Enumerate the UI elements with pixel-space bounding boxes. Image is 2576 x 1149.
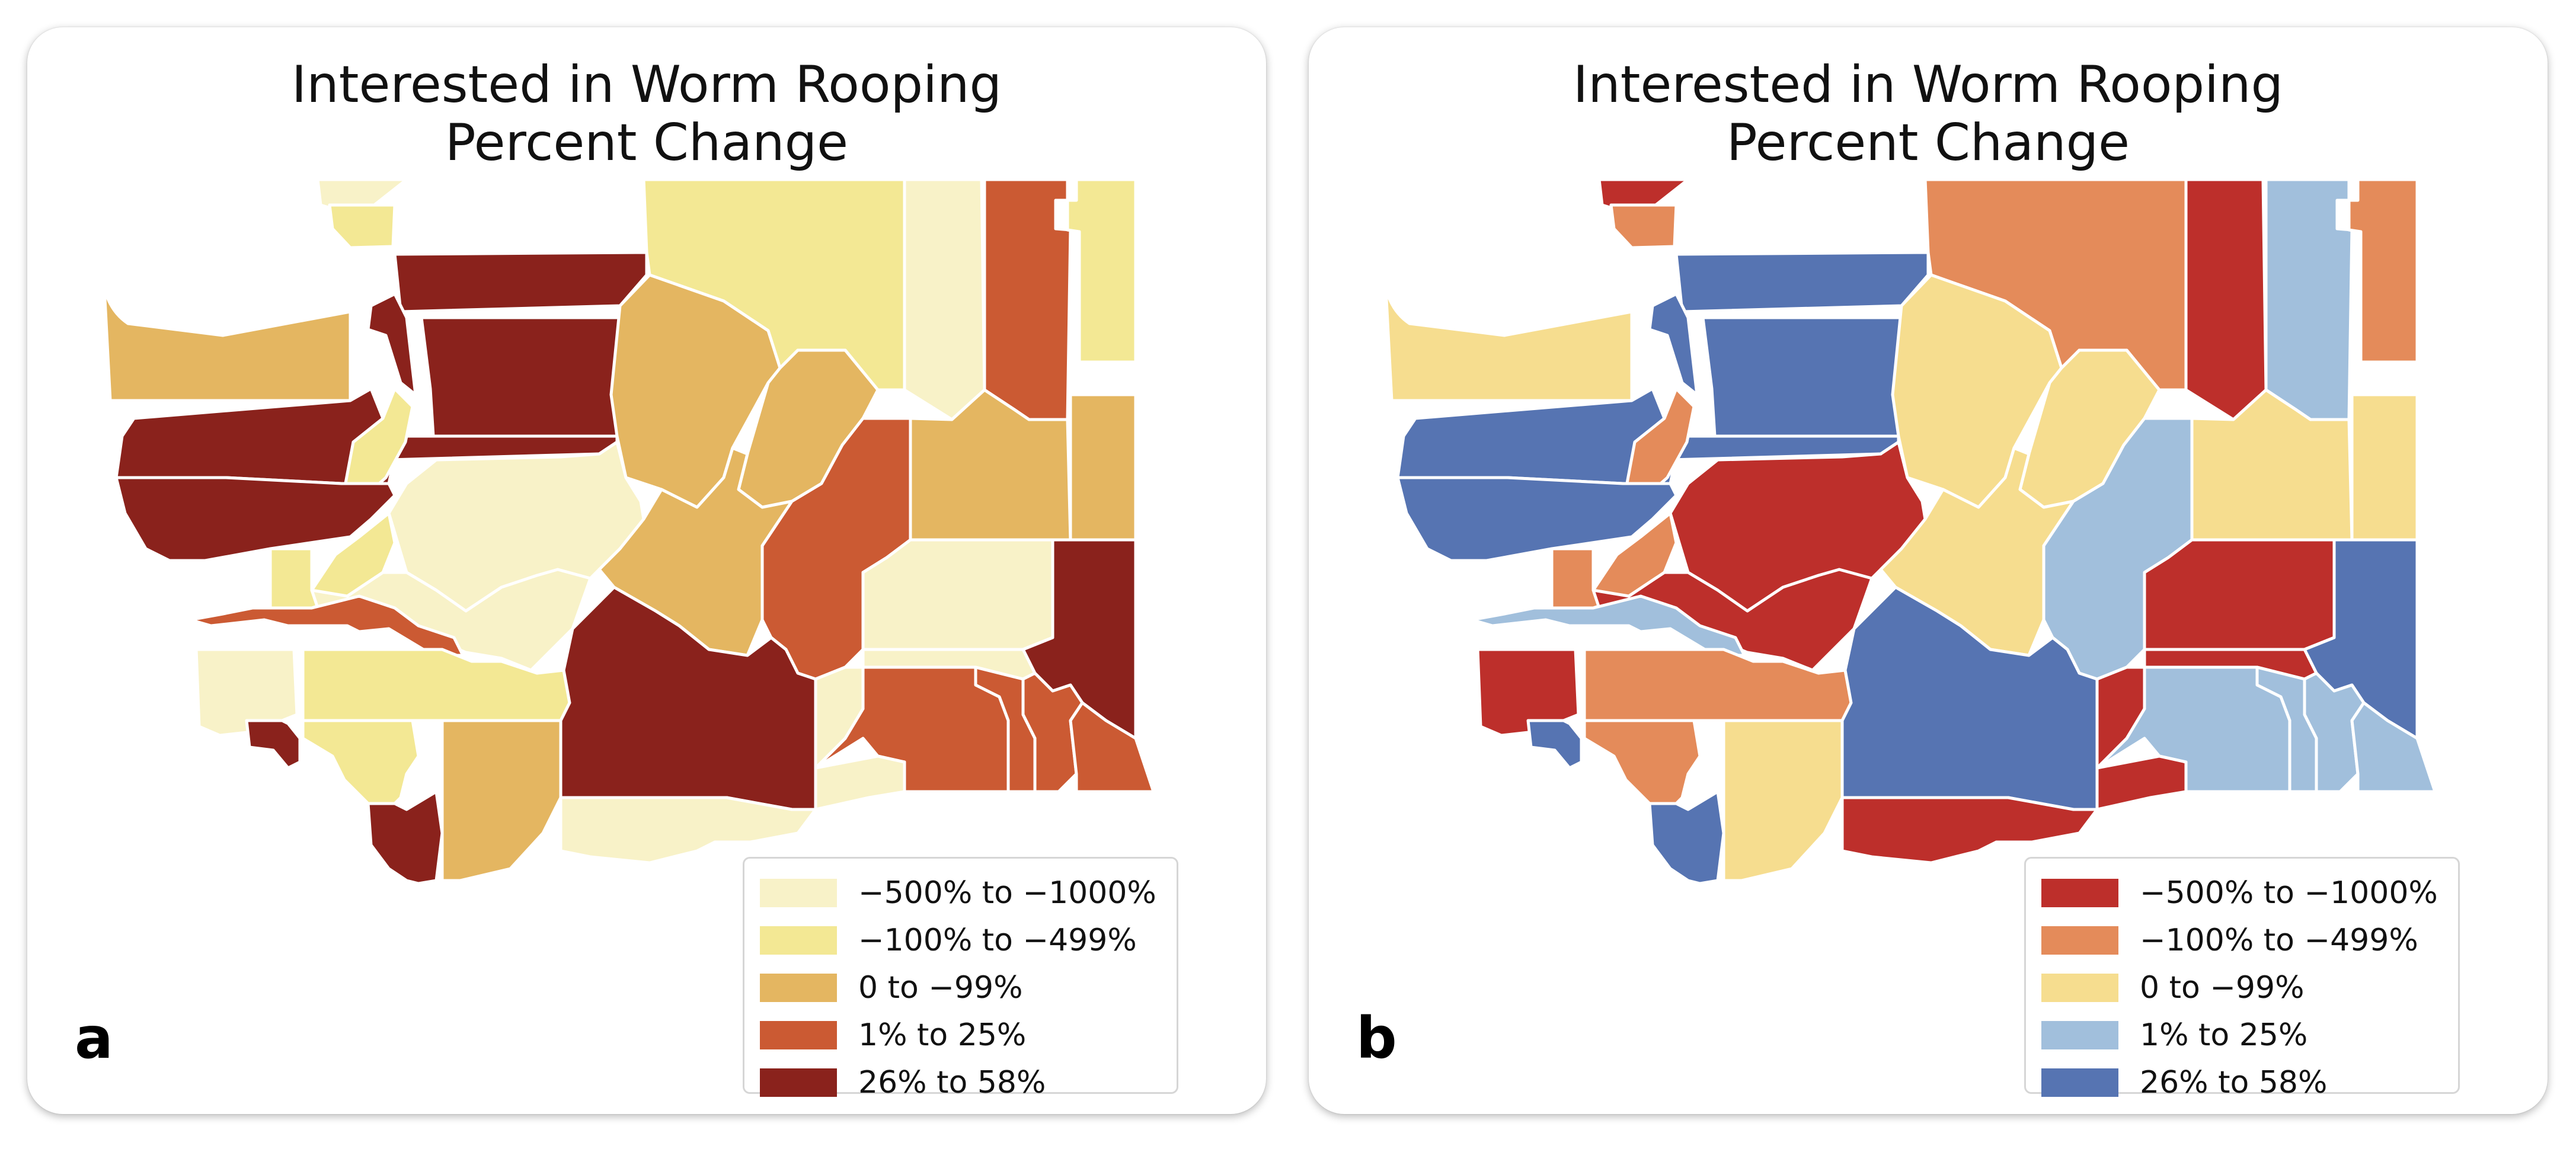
legend-label: −100% to −499% <box>2140 923 2418 958</box>
panel-label: a <box>75 1005 113 1071</box>
county-wahkiakum <box>245 719 302 770</box>
legend-label: 26% to 58% <box>2140 1065 2328 1100</box>
county-skagit <box>1701 316 1906 438</box>
county-adams <box>861 538 1054 651</box>
county-asotin <box>2350 701 2437 793</box>
county-cowlitz <box>301 719 420 805</box>
county-clark <box>366 790 444 885</box>
legend-label: 1% to 25% <box>858 1017 1027 1053</box>
county-pend-oreille <box>2347 178 2419 364</box>
county-stevens <box>2264 178 2354 421</box>
legend-swatch <box>2041 974 2118 1002</box>
county-island <box>366 292 417 396</box>
county-spokane <box>2350 393 2419 542</box>
legend-label: −500% to −1000% <box>2140 875 2438 911</box>
map-title: Interested in Worm Rooping Percent Chang… <box>27 56 1266 172</box>
county-skagit <box>420 316 625 438</box>
county-san-juan <box>1609 203 1678 249</box>
legend-entry: 26% to 58% <box>2041 1059 2458 1106</box>
map-title-line-1: Interested in Worm Rooping <box>291 55 1002 114</box>
legend-swatch <box>760 879 837 907</box>
legend-label: 0 to −99% <box>858 970 1023 1006</box>
county-clark <box>1648 790 1725 885</box>
legend-label: 1% to 25% <box>2140 1017 2308 1053</box>
legend-entry: 26% to 58% <box>760 1059 1177 1106</box>
legend-swatch <box>2041 1068 2118 1097</box>
legend-swatch <box>760 974 837 1002</box>
map-panel-b: Interested in Worm Rooping Percent Chang… <box>1309 27 2548 1114</box>
legend-swatch <box>2041 1021 2118 1049</box>
county-whatcom <box>1674 251 1930 313</box>
legend-entry: −100% to −499% <box>760 917 1177 964</box>
county-klickitat <box>559 796 817 865</box>
county-skamania <box>1722 719 1844 882</box>
legend-swatch <box>760 1068 837 1097</box>
county-klickitat <box>1840 796 2099 865</box>
map-title-line-2: Percent Change <box>1726 113 2130 172</box>
county-island <box>1648 292 1699 396</box>
county-thurston <box>1470 594 1746 657</box>
county-clallam <box>103 286 352 402</box>
legend-entry: −500% to −1000% <box>760 869 1177 917</box>
map-panel-a: Interested in Worm Rooping Percent Chang… <box>27 27 1266 1114</box>
county-grays-harbor <box>1396 476 1678 562</box>
choropleth-map <box>103 178 1155 885</box>
legend-swatch <box>760 1021 837 1049</box>
legend-swatch <box>2041 926 2118 955</box>
county-wahkiakum <box>1526 719 1583 770</box>
legend-entry: 1% to 25% <box>2041 1012 2458 1059</box>
legend-swatch <box>760 926 837 955</box>
legend-entry: 1% to 25% <box>760 1012 1177 1059</box>
county-asotin <box>1069 701 1155 793</box>
map-title-line-2: Percent Change <box>445 113 849 172</box>
county-grays-harbor <box>114 476 397 562</box>
legend-label: −100% to −499% <box>858 923 1137 958</box>
choropleth-map <box>1384 178 2437 885</box>
county-benton <box>814 665 906 811</box>
panel-label: b <box>1356 1005 1397 1071</box>
map-legend: −500% to −1000% −100% to −499% 0 to −99%… <box>743 857 1178 1100</box>
county-adams <box>2143 538 2336 651</box>
legend-label: 0 to −99% <box>2140 970 2305 1006</box>
county-ferry <box>2184 178 2268 421</box>
legend-swatch <box>2041 879 2118 907</box>
legend-label: 26% to 58% <box>858 1065 1046 1100</box>
county-benton <box>2095 665 2188 811</box>
map-legend: −500% to −1000% −100% to −499% 0 to −99%… <box>2024 857 2460 1100</box>
county-whatcom <box>393 251 648 313</box>
county-spokane <box>1069 393 1137 542</box>
county-ferry <box>903 178 986 421</box>
legend-entry: −500% to −1000% <box>2041 869 2458 917</box>
county-san-juan <box>328 203 397 249</box>
legend-label: −500% to −1000% <box>858 875 1156 911</box>
map-title-line-1: Interested in Worm Rooping <box>1573 55 2284 114</box>
legend-entry: 0 to −99% <box>760 964 1177 1012</box>
map-title: Interested in Worm Rooping Percent Chang… <box>1309 56 2548 172</box>
county-clallam <box>1384 286 1634 402</box>
county-stevens <box>983 178 1072 421</box>
county-pend-oreille <box>1066 178 1137 364</box>
county-skamania <box>440 719 562 882</box>
legend-entry: −100% to −499% <box>2041 917 2458 964</box>
county-cowlitz <box>1583 719 1702 805</box>
county-thurston <box>188 594 465 657</box>
legend-entry: 0 to −99% <box>2041 964 2458 1012</box>
